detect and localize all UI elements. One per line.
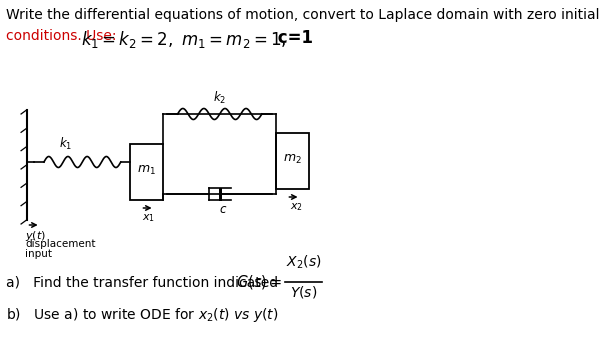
Text: $k_1 = k_2 = 2,\ m_1 = m_2 = 1,$: $k_1 = k_2 = 2,\ m_1 = m_2 = 1,$	[81, 29, 287, 50]
Text: b)   Use a) to write ODE for $x_2(t)$ $\it{vs}$ $y(t)$: b) Use a) to write ODE for $x_2(t)$ $\it…	[6, 306, 279, 324]
Text: $G(s) =$: $G(s) =$	[236, 273, 282, 291]
Text: $y(t)$: $y(t)$	[25, 229, 46, 243]
Text: c=1: c=1	[271, 29, 312, 47]
Text: $m_1$: $m_1$	[137, 164, 156, 177]
Text: $x_2$: $x_2$	[290, 201, 303, 213]
Text: displacement: displacement	[25, 239, 95, 249]
Text: $k_2$: $k_2$	[213, 90, 226, 106]
Text: $X_2(s)$: $X_2(s)$	[286, 253, 322, 271]
Text: $m_2$: $m_2$	[283, 152, 302, 166]
Text: input: input	[25, 249, 52, 259]
Bar	[130, 144, 163, 200]
Text: a)   Find the transfer function indicated: a) Find the transfer function indicated	[6, 275, 279, 289]
Text: conditions. Use:: conditions. Use:	[6, 29, 121, 43]
Text: $c$: $c$	[219, 203, 228, 216]
Text: Write the differential equations of motion, convert to Laplace domain with zero : Write the differential equations of moti…	[6, 8, 600, 22]
Text: $x_1$: $x_1$	[142, 212, 155, 224]
Bar	[276, 133, 309, 189]
Text: $Y(s)$: $Y(s)$	[289, 284, 317, 300]
Text: $k_1$: $k_1$	[59, 136, 72, 152]
